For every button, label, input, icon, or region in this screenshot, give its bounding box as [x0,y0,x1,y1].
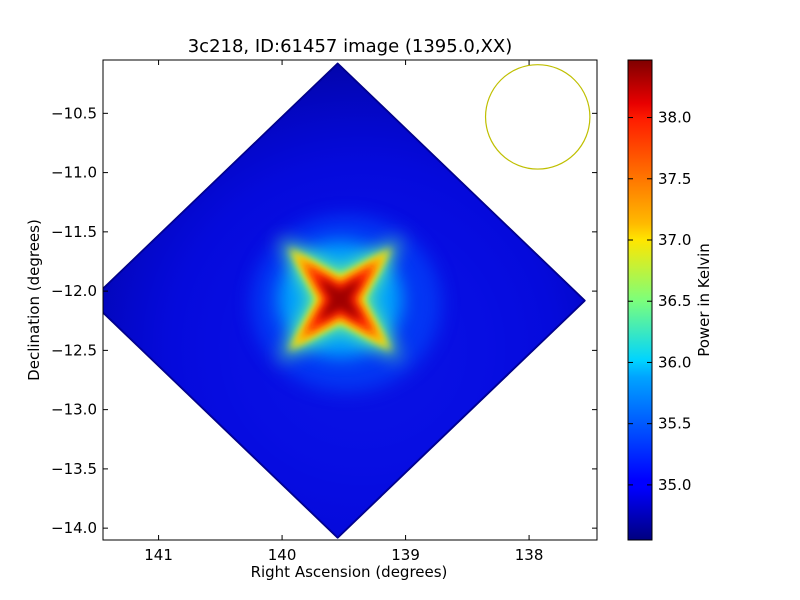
peak-darkred [318,277,363,322]
colorbar-tick-label: 37.5 [658,170,691,188]
y-axis-label: Declination (degrees) [25,219,43,381]
colorbar-tick-label: 36.5 [658,292,691,310]
x-tick-label: 141 [144,546,173,564]
colorbar-tick-label: 37.0 [658,231,691,249]
chart-title: 3c218, ID:61457 image (1395.0,XX) [188,36,513,57]
colorbar-tick-label: 36.0 [658,353,691,371]
x-tick-label: 139 [391,546,420,564]
y-tick-label: −13.5 [51,460,97,478]
heatmap-image [103,62,586,539]
colorbar-tick-label: 35.5 [658,415,691,433]
colorbar [627,59,653,541]
y-tick-label: −13.0 [51,401,97,419]
y-tick-label: −11.0 [51,164,97,182]
y-tick-label: −12.0 [51,282,97,300]
beam-circle [484,64,591,170]
plot-frame [102,59,598,541]
y-tick-label: −11.5 [51,223,97,241]
colorbar-tick-label: 38.0 [658,109,691,127]
x-axis-ticks: 141 140 139 138 [144,60,543,564]
y-tick-label: −14.0 [51,519,97,537]
x-tick-label: 138 [515,546,544,564]
x-axis-label: Right Ascension (degrees) [251,563,448,581]
colorbar-tick-label: 35.0 [658,476,691,494]
colorbar-ticks: 35.0 35.5 36.0 36.5 37.0 37.5 38.0 [628,109,691,494]
x-tick-label: 140 [268,546,297,564]
y-tick-label: −10.5 [51,104,97,122]
y-axis-ticks: −10.5 −11.0 −11.5 −12.0 −12.5 −13.0 −13.5 −14.0 [51,104,597,537]
colorbar-label: Power in Kelvin [695,243,713,357]
y-tick-label: −12.5 [51,341,97,359]
